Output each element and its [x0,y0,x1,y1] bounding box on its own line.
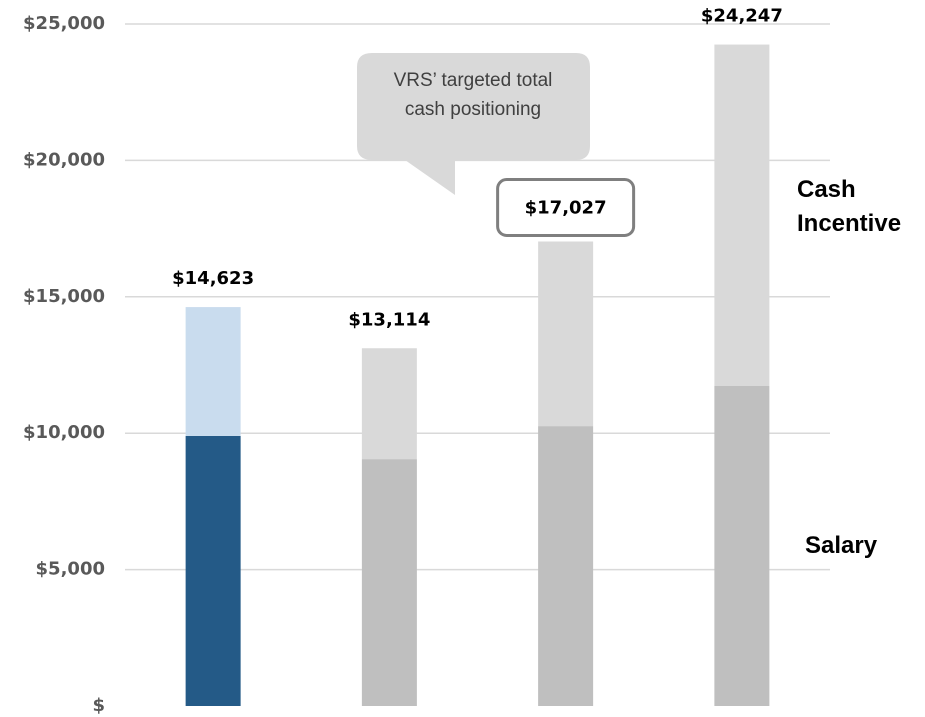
y-tick-label: $20,000 [23,149,105,170]
bar-segment [361,459,417,706]
y-tick-label: $10,000 [23,422,105,443]
value-label: $13,114 [348,309,430,330]
y-tick-label: $15,000 [23,286,105,307]
bar-segment [538,426,594,706]
bar-segment [714,44,770,387]
value-label: $17,027 [525,198,607,219]
annotation: VRS’ targeted total cash positioning [393,70,553,120]
y-tick-label: $ [92,695,105,716]
bar-segment [185,435,241,706]
value-label: $14,623 [172,268,254,289]
highlight-box [496,178,636,238]
bar-segment [714,386,770,706]
series-label: Cash Incentive [797,173,925,241]
bar-segment [538,241,594,427]
series-label: Salary [805,529,915,563]
bar-segment [185,307,241,436]
y-tick-label: $25,000 [23,13,105,34]
value-label: $24,247 [701,6,783,27]
y-tick-label: $5,000 [36,559,105,580]
bar-segment [361,348,417,460]
callout [357,53,590,195]
